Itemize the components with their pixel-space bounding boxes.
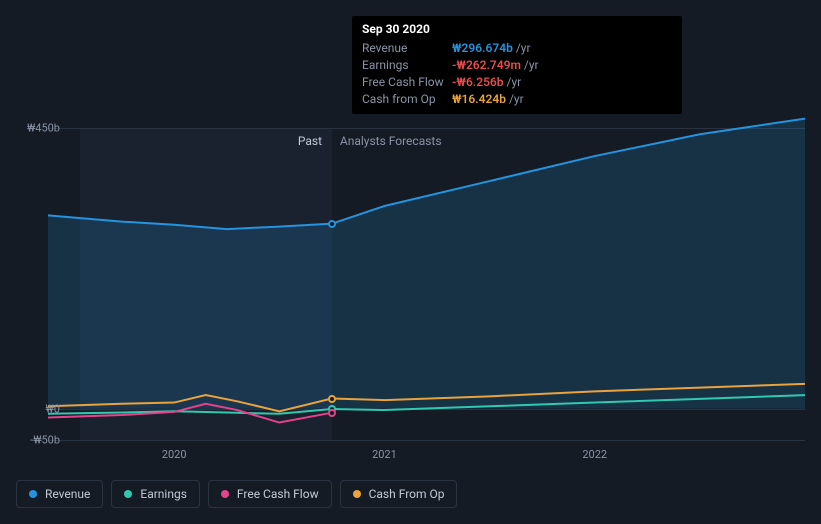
legend-swatch <box>221 490 229 498</box>
revenue-marker <box>328 220 336 228</box>
y-axis-tick-label: ₩0 <box>46 402 60 415</box>
tooltip-suffix: /yr <box>507 74 522 91</box>
tooltip-metric-label: Revenue <box>362 40 452 57</box>
x-axis-tick-label: 2020 <box>162 448 187 461</box>
tooltip-suffix: /yr <box>524 57 539 74</box>
tooltip-row: Free Cash Flow-₩6.256b/yr <box>362 74 672 91</box>
chart-legend: Revenue Earnings Free Cash Flow Cash From O… <box>16 480 457 508</box>
plot-area[interactable]: PastAnalysts Forecasts <box>48 128 805 440</box>
hover-tooltip: Sep 30 2020 Revenue₩296.674b/yrEarnings-… <box>352 16 682 114</box>
legend-swatch <box>353 490 361 498</box>
fcf-marker <box>328 409 336 417</box>
tooltip-metric-label: Cash from Op <box>362 91 452 108</box>
tooltip-metric-label: Earnings <box>362 57 452 74</box>
cfo-marker <box>328 395 336 403</box>
legend-label: Revenue <box>45 487 90 501</box>
tooltip-suffix: /yr <box>509 91 524 108</box>
revenue-area-fill <box>48 119 805 409</box>
legend-item-free-cash-flow[interactable]: Free Cash Flow <box>208 480 332 508</box>
x-axis-tick-label: 2022 <box>582 448 607 461</box>
legend-swatch <box>124 490 132 498</box>
tooltip-metric-value: -₩262.749m <box>452 57 521 74</box>
tooltip-metric-label: Free Cash Flow <box>362 74 452 91</box>
tooltip-date: Sep 30 2020 <box>362 22 672 36</box>
y-axis-tick-label: ₩450b <box>27 122 60 135</box>
y-axis-tick-label: -₩50b <box>30 434 60 447</box>
tooltip-suffix: /yr <box>516 40 531 57</box>
tooltip-metric-value: ₩16.424b <box>452 91 506 108</box>
tooltip-row: Earnings-₩262.749m/yr <box>362 57 672 74</box>
tooltip-row: Cash from Op₩16.424b/yr <box>362 91 672 108</box>
tooltip-metric-value: -₩6.256b <box>452 74 504 91</box>
chart-lines <box>48 128 805 440</box>
legend-label: Earnings <box>140 487 187 501</box>
tooltip-row: Revenue₩296.674b/yr <box>362 40 672 57</box>
legend-item-earnings[interactable]: Earnings <box>111 480 200 508</box>
legend-label: Cash From Op <box>369 487 445 501</box>
tooltip-metric-value: ₩296.674b <box>452 40 513 57</box>
x-axis-tick-label: 2021 <box>372 448 397 461</box>
legend-swatch <box>29 490 37 498</box>
y-gridline <box>48 440 805 441</box>
legend-item-revenue[interactable]: Revenue <box>16 480 103 508</box>
legend-item-cash-from-op[interactable]: Cash From Op <box>340 480 458 508</box>
legend-label: Free Cash Flow <box>237 487 319 501</box>
